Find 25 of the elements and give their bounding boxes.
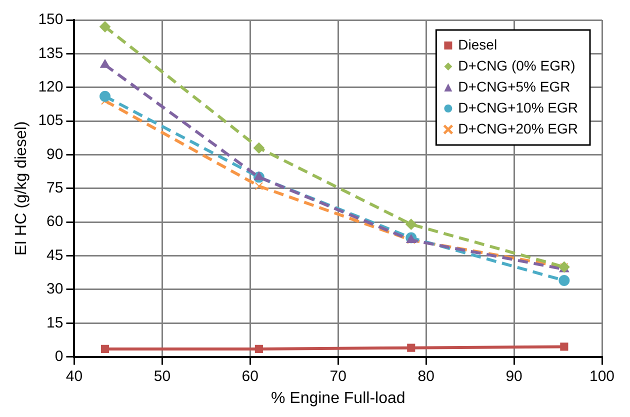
y-tick-label: 150: [38, 11, 64, 28]
y-tick-label: 15: [46, 314, 64, 332]
x-tick-label: 60: [242, 368, 258, 385]
legend-label: D+CNG+10% EGR: [458, 99, 578, 116]
y-tick-label: 120: [38, 78, 64, 96]
y-tick-label: 60: [46, 213, 64, 230]
x-tick-label: 70: [330, 368, 346, 385]
y-axis-title: EI HC (g/kg diesel): [13, 121, 30, 256]
x-tick-label: 50: [154, 368, 171, 385]
y-tick-label: 90: [46, 146, 64, 163]
x-tick-label: 40: [66, 368, 83, 385]
x-tick-label: 100: [589, 368, 615, 385]
y-tick-label: 0: [54, 348, 64, 365]
y-tick-label: 75: [46, 180, 64, 197]
y-tick-label: 30: [46, 280, 64, 298]
x-tick-label: 90: [506, 368, 522, 385]
x-axis-title: % Engine Full-load: [270, 390, 406, 407]
y-tick-label: 45: [46, 246, 64, 264]
legend-label: D+CNG+5% EGR: [458, 78, 570, 94]
y-tick-label: 135: [38, 44, 64, 62]
legend-label: D+CNG (0% EGR): [458, 57, 576, 74]
x-tick-label: 80: [418, 368, 434, 385]
legend-label: Diesel: [458, 36, 498, 52]
legend-label: D+CNG+20% EGR: [458, 120, 578, 136]
y-tick-label: 105: [38, 112, 64, 130]
